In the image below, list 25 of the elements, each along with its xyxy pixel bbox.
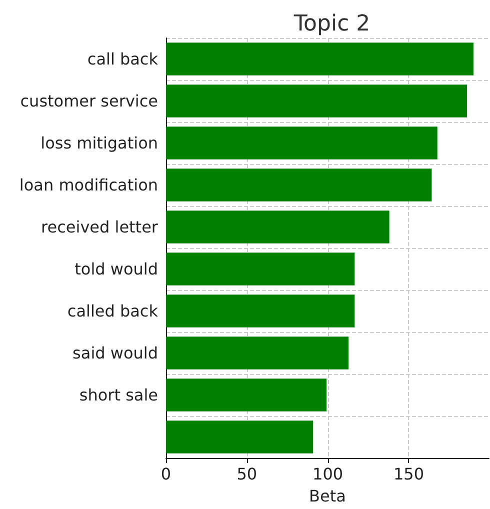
x-tick-label: 50 bbox=[236, 464, 258, 484]
x-axis-title: Beta bbox=[309, 486, 346, 506]
y-tick-label: received letter bbox=[41, 218, 158, 236]
bar bbox=[166, 336, 349, 370]
bar bbox=[166, 168, 432, 202]
bar bbox=[166, 420, 314, 454]
bar bbox=[166, 42, 474, 76]
y-tick-label: call back bbox=[87, 50, 159, 68]
y-tick-label: said would bbox=[72, 344, 158, 362]
bar bbox=[166, 210, 390, 244]
y-tick-label: loan modification bbox=[19, 176, 158, 194]
bar bbox=[166, 126, 438, 160]
x-tick-label: 100 bbox=[312, 464, 344, 484]
y-tick-label: loss mitigation bbox=[40, 134, 158, 152]
bar bbox=[166, 378, 327, 412]
x-tick-label: 0 bbox=[160, 464, 172, 484]
y-tick-label: called back bbox=[67, 302, 159, 320]
bar bbox=[166, 84, 467, 118]
y-tick-label: short sale bbox=[79, 386, 158, 404]
bar bbox=[166, 294, 355, 328]
y-tick-label: told would bbox=[74, 260, 158, 278]
x-tick-label: 150 bbox=[393, 464, 424, 484]
bar bbox=[166, 252, 355, 286]
chart-title: Topic 2 bbox=[292, 12, 370, 36]
y-tick-label: customer service bbox=[20, 92, 158, 110]
